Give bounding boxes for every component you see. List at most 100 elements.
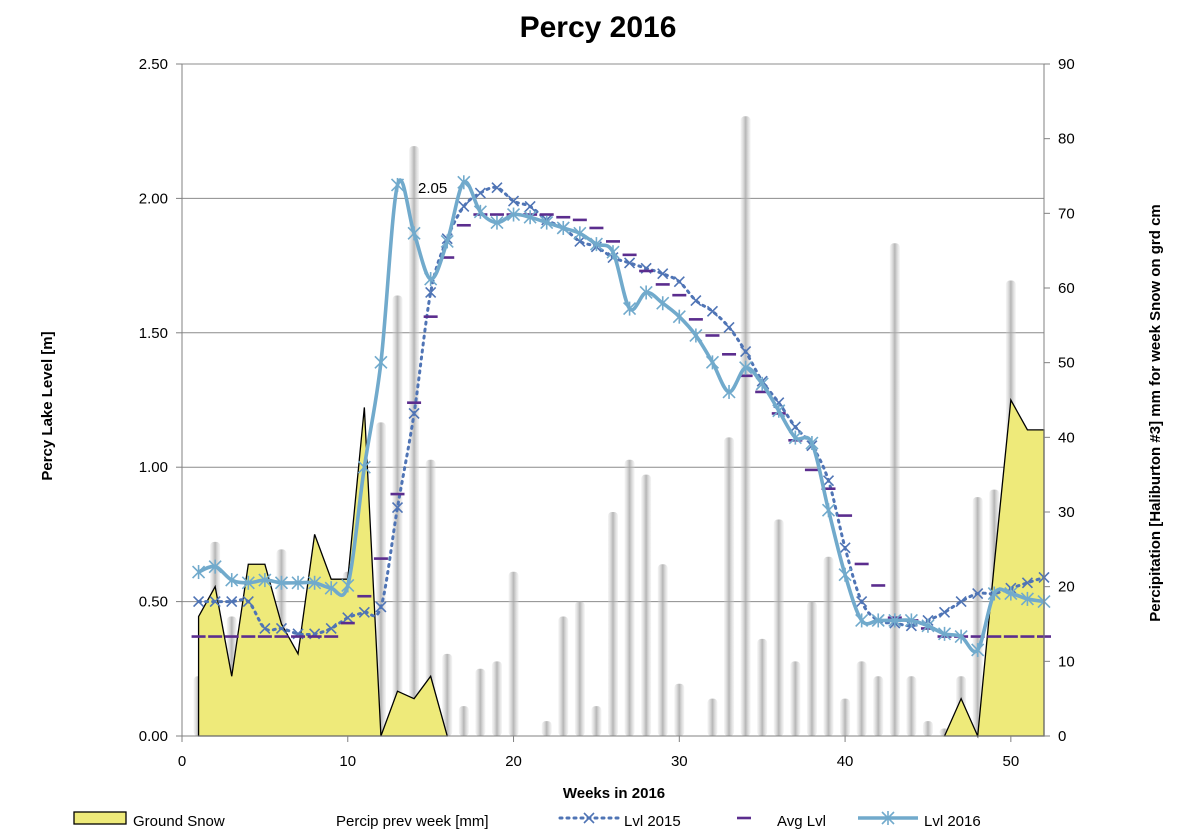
y2-tick-label: 30: [1058, 504, 1075, 521]
y-tick-label: 2.00: [139, 190, 168, 207]
y2-axis-label: Percipitation [Haliburton #3] mm for wee…: [1147, 204, 1164, 622]
lvl-2015-point: [1021, 577, 1033, 589]
y2-tick-label: 90: [1058, 56, 1075, 73]
y2-tick-label: 60: [1058, 280, 1075, 297]
precip-bar: [873, 676, 884, 736]
lvl-2015-point: [226, 596, 238, 608]
y2-tick-label: 50: [1058, 355, 1075, 372]
precip-bar: [773, 519, 784, 736]
lvl-2015-point: [524, 200, 536, 213]
precip-bar: [458, 706, 469, 736]
y-tick-label: 2.50: [139, 56, 168, 73]
lvl-2015-point: [491, 182, 503, 194]
lvl-2015-point: [740, 346, 752, 358]
level-lines: [191, 175, 1051, 824]
precip-bar: [674, 683, 685, 736]
precip-bar: [558, 616, 569, 736]
lvl-2015-point: [425, 286, 437, 299]
precip-bar: [541, 721, 552, 736]
lvl-2015-point: [275, 622, 288, 635]
precip-bar: [409, 146, 420, 737]
x-tick-label: 30: [671, 753, 688, 770]
precip-bar: [724, 437, 735, 736]
lvl-2015-point: [856, 596, 868, 608]
precip-bar: [641, 474, 652, 736]
lvl-2015-point: [690, 294, 702, 307]
precip-bar: [972, 497, 983, 736]
precip-bar: [491, 661, 502, 736]
precip-bar: [856, 661, 867, 736]
precip-bar: [790, 661, 801, 736]
lvl-2015-point: [242, 596, 254, 608]
y-tick-label: 0.50: [139, 594, 168, 611]
precip-bar: [806, 601, 817, 736]
y2-tick-label: 10: [1058, 653, 1075, 670]
legend-label-ground-snow: Ground Snow: [133, 813, 225, 830]
lvl-2015-point: [391, 501, 404, 514]
lvl-2015-point: [375, 601, 387, 613]
ground-snow-area: [197, 397, 1045, 739]
precip-bar: [922, 721, 933, 736]
y-tick-label: 1.50: [139, 325, 168, 342]
lvl-2015-point: [458, 200, 470, 213]
legend-label-avg-lvl: Avg Lvl: [777, 813, 826, 830]
y2-tick-label: 70: [1058, 205, 1075, 222]
y-axis-label: Percy Lake Level [m]: [39, 331, 56, 480]
lvl-2015-point: [507, 195, 520, 207]
lvl-2015-point: [955, 596, 967, 608]
lvl-2015-point: [706, 305, 719, 317]
precip-bar: [740, 116, 751, 737]
lvl-2015-point: [342, 612, 354, 624]
precip-bar: [608, 512, 618, 736]
precip-bar: [574, 601, 585, 736]
lvl-2015-point: [408, 407, 420, 420]
lvl-2015-point: [358, 606, 370, 618]
y-tick-label: 1.00: [139, 459, 168, 476]
precip-bar: [757, 638, 768, 736]
x-axis-label: Weeks in 2016: [563, 785, 665, 802]
lvl-2015-point: [938, 606, 951, 618]
x-tick-label: 0: [178, 753, 186, 770]
peak-annotation: 2.05: [418, 180, 447, 197]
precip-bar: [906, 676, 917, 736]
lvl-2015-point: [624, 257, 636, 269]
y2-tick-label: 40: [1058, 429, 1075, 446]
ground-snow-fill: [197, 407, 449, 737]
x-tick-label: 20: [505, 753, 522, 770]
y2-tick-label: 20: [1058, 579, 1075, 596]
y-tick-label: 0.00: [139, 728, 168, 745]
lvl-2015-point: [193, 596, 205, 608]
lvl-2015-point: [325, 622, 337, 635]
legend-label-lvl-2016: Lvl 2016: [924, 813, 981, 830]
lvl-2015-point: [574, 235, 586, 247]
precip-bar: [823, 556, 834, 736]
precip-bar: [889, 243, 900, 736]
lvl-2015-point: [259, 622, 271, 635]
precip-bar: [591, 706, 602, 736]
legend-label-precip: Percip prev week [mm]: [336, 813, 489, 830]
precip-bar: [707, 698, 718, 736]
y2-tick-label: 80: [1058, 131, 1075, 148]
precip-bar: [624, 459, 635, 736]
lvl-2015-point: [657, 268, 669, 280]
legend: Ground Snow Percip prev week [mm] Lvl 2015…: [73, 811, 981, 830]
gridlines: [182, 63, 1044, 603]
precip-bar: [442, 653, 453, 736]
axes: 0.00 0.50 1.00 1.50 2.00 2.50 0 10 20 30 40 50 60 70 8…: [139, 56, 1075, 770]
lvl-2015-point: [839, 542, 851, 554]
x-tick-label: 40: [837, 753, 854, 770]
precip-bar: [425, 459, 436, 736]
lvl-2015-point: [723, 321, 735, 333]
lvl-2015-point: [474, 187, 486, 199]
precip-bar: [657, 564, 668, 736]
precip-bar: [508, 571, 519, 736]
legend-label-lvl-2015: Lvl 2015: [624, 813, 681, 830]
lvl-2015-point: [209, 596, 221, 608]
legend-swatch-ground-snow: [73, 811, 127, 825]
precip-bar: [375, 422, 386, 736]
lvl-2015-point: [972, 587, 984, 600]
lvl-2015-point: [673, 276, 685, 288]
x-tick-label: 10: [339, 753, 356, 770]
y2-tick-label: 0: [1058, 728, 1066, 745]
